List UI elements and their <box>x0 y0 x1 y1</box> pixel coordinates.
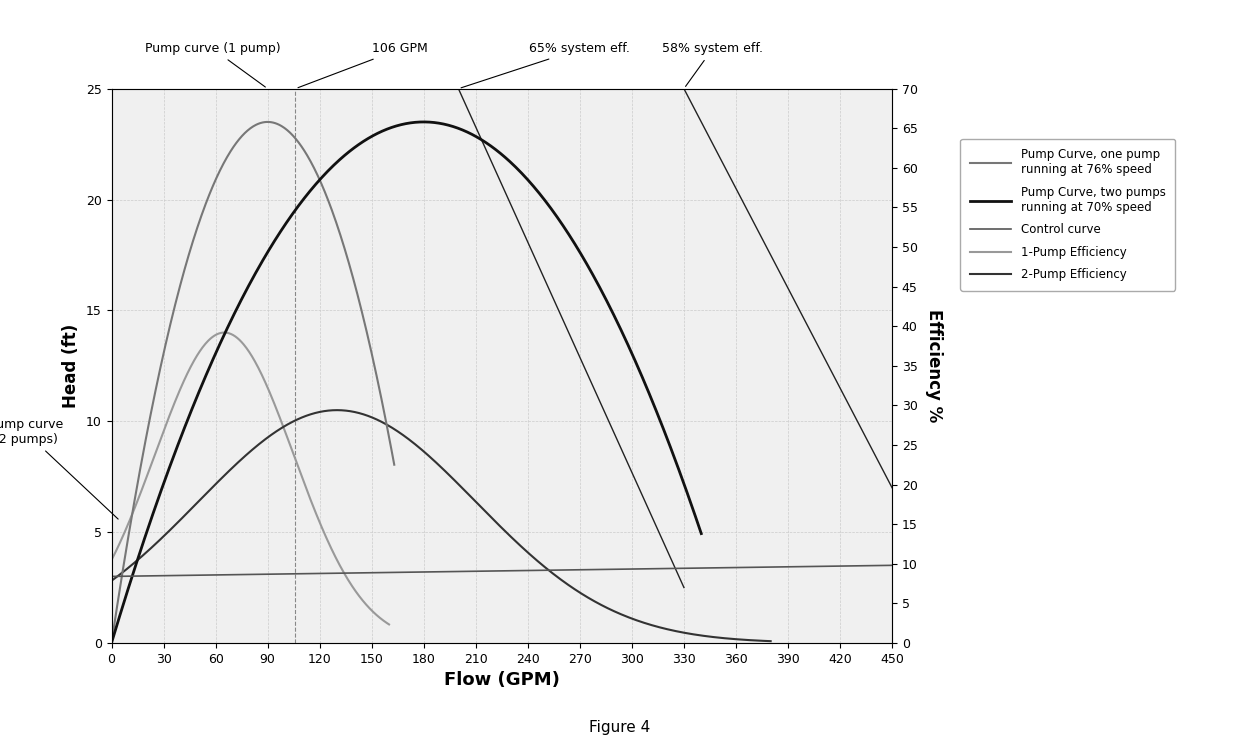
Y-axis label: Head (ft): Head (ft) <box>62 324 81 408</box>
Text: 65% system eff.: 65% system eff. <box>461 42 631 88</box>
Text: 58% system eff.: 58% system eff. <box>662 42 763 86</box>
Y-axis label: Efficiency %: Efficiency % <box>924 309 943 423</box>
Text: Pump curve (1 pump): Pump curve (1 pump) <box>145 42 281 87</box>
Legend: Pump Curve, one pump
running at 76% speed, Pump Curve, two pumps
running at 70% : Pump Curve, one pump running at 76% spee… <box>960 139 1175 290</box>
Text: Figure 4: Figure 4 <box>589 720 650 735</box>
Text: 106 GPM: 106 GPM <box>297 42 429 88</box>
Text: Pump curve
(2 pumps): Pump curve (2 pumps) <box>0 418 118 519</box>
X-axis label: Flow (GPM): Flow (GPM) <box>444 671 560 689</box>
